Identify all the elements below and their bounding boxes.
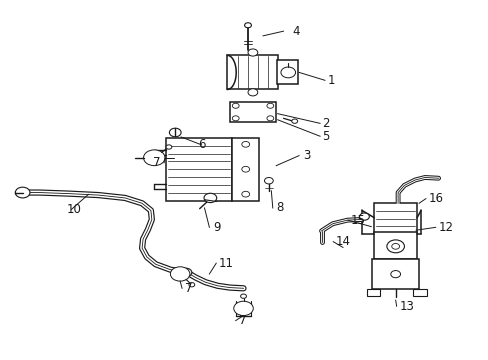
- Circle shape: [170, 267, 189, 281]
- Bar: [227, 55, 278, 89]
- Bar: [372, 259, 418, 289]
- Bar: [232, 138, 259, 201]
- Circle shape: [232, 116, 239, 121]
- Circle shape: [291, 119, 297, 123]
- Text: 7: 7: [153, 156, 160, 169]
- Circle shape: [242, 166, 249, 172]
- Circle shape: [247, 49, 257, 56]
- Text: 9: 9: [212, 221, 220, 234]
- Text: 12: 12: [438, 221, 453, 234]
- Text: 6: 6: [198, 138, 205, 151]
- Text: 8: 8: [276, 202, 283, 215]
- Text: 10: 10: [66, 203, 81, 216]
- Text: 7: 7: [184, 282, 192, 295]
- Circle shape: [247, 89, 257, 96]
- Bar: [373, 232, 416, 259]
- Circle shape: [280, 67, 295, 78]
- Circle shape: [15, 187, 30, 198]
- Circle shape: [266, 116, 273, 121]
- Circle shape: [390, 271, 400, 278]
- Text: 13: 13: [399, 300, 414, 313]
- Bar: [229, 102, 276, 122]
- Text: 14: 14: [335, 235, 350, 248]
- Circle shape: [266, 103, 273, 108]
- Circle shape: [143, 150, 164, 166]
- Text: 1: 1: [327, 74, 334, 87]
- Text: 2: 2: [322, 117, 329, 130]
- Circle shape: [180, 268, 191, 277]
- Circle shape: [233, 301, 253, 316]
- Circle shape: [244, 23, 251, 28]
- Circle shape: [386, 240, 404, 253]
- Circle shape: [240, 294, 246, 298]
- Circle shape: [359, 213, 368, 220]
- Bar: [373, 203, 416, 234]
- Circle shape: [391, 243, 399, 249]
- Text: 16: 16: [428, 192, 443, 205]
- Text: 5: 5: [322, 130, 329, 143]
- Circle shape: [242, 191, 249, 197]
- Text: 4: 4: [292, 25, 299, 38]
- Text: 7: 7: [238, 314, 245, 327]
- Circle shape: [165, 145, 171, 149]
- Text: 15: 15: [350, 214, 365, 227]
- Circle shape: [188, 283, 194, 287]
- Circle shape: [264, 177, 273, 184]
- Circle shape: [169, 128, 181, 137]
- Bar: [366, 289, 380, 296]
- Circle shape: [203, 193, 216, 203]
- Circle shape: [232, 103, 239, 108]
- Bar: [277, 60, 298, 84]
- Bar: [412, 289, 426, 296]
- Text: 3: 3: [303, 149, 310, 162]
- Circle shape: [242, 141, 249, 147]
- Text: 11: 11: [219, 257, 234, 270]
- Bar: [166, 138, 232, 201]
